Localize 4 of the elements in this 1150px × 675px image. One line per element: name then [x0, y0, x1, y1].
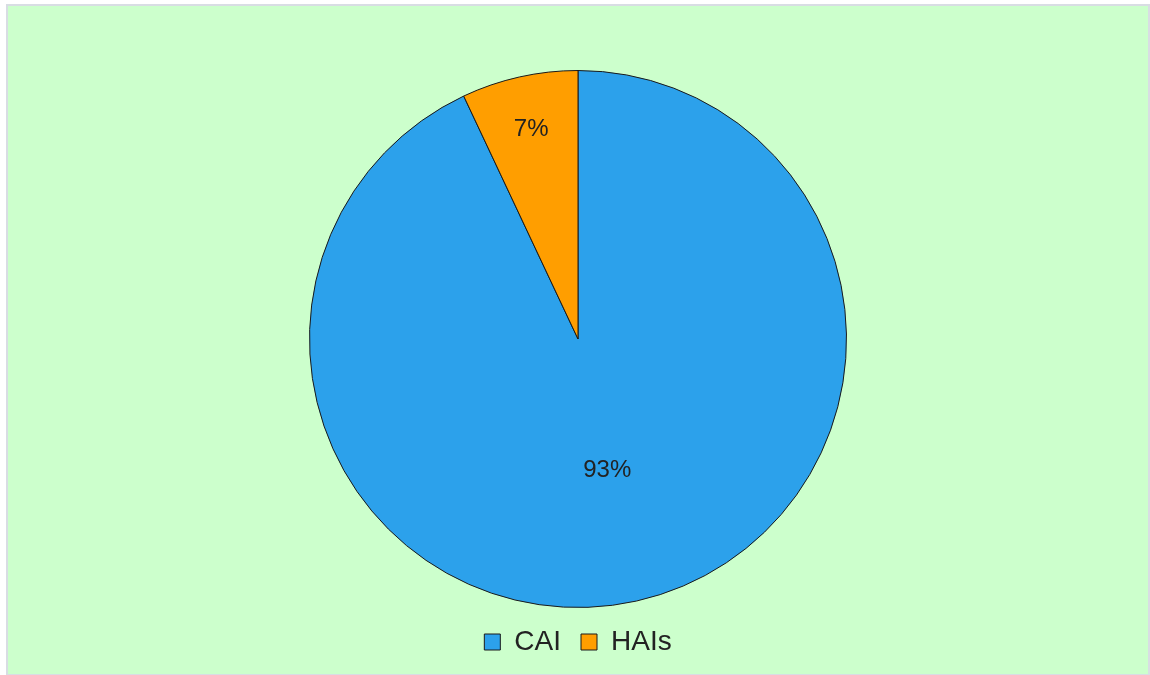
legend-label: HAIs — [611, 624, 672, 656]
data-label: 93% — [583, 454, 632, 482]
data-label: 7% — [513, 114, 549, 141]
legend-label: CAI — [514, 624, 562, 656]
